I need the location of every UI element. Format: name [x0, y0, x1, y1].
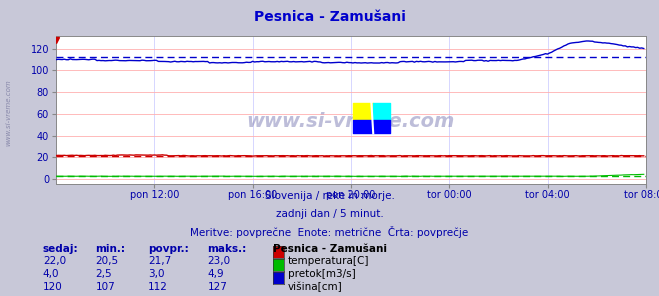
Text: 21,7: 21,7 [148, 256, 171, 266]
Text: 112: 112 [148, 282, 168, 292]
Text: 4,0: 4,0 [43, 269, 59, 279]
Text: sedaj:: sedaj: [43, 244, 78, 254]
Text: Pesnica - Zamušani: Pesnica - Zamušani [254, 10, 405, 24]
Text: 22,0: 22,0 [43, 256, 66, 266]
Text: 4,9: 4,9 [208, 269, 224, 279]
Text: temperatura[C]: temperatura[C] [288, 256, 370, 266]
Text: www.si-vreme.com: www.si-vreme.com [246, 112, 455, 131]
Text: povpr.:: povpr.: [148, 244, 189, 254]
Text: www.si-vreme.com: www.si-vreme.com [5, 79, 11, 146]
Text: zadnji dan / 5 minut.: zadnji dan / 5 minut. [275, 209, 384, 219]
Text: 107: 107 [96, 282, 115, 292]
Text: 20,5: 20,5 [96, 256, 119, 266]
Text: višina[cm]: višina[cm] [288, 282, 343, 292]
Text: pretok[m3/s]: pretok[m3/s] [288, 269, 356, 279]
Text: 23,0: 23,0 [208, 256, 231, 266]
Text: min.:: min.: [96, 244, 126, 254]
Text: 127: 127 [208, 282, 227, 292]
Text: 2,5: 2,5 [96, 269, 112, 279]
Text: 3,0: 3,0 [148, 269, 165, 279]
Text: maks.:: maks.: [208, 244, 247, 254]
Text: 120: 120 [43, 282, 63, 292]
Text: Pesnica - Zamušani: Pesnica - Zamušani [273, 244, 387, 254]
Text: Slovenija / reke in morje.: Slovenija / reke in morje. [264, 191, 395, 201]
Text: Meritve: povprečne  Enote: metrične  Črta: povprečje: Meritve: povprečne Enote: metrične Črta:… [190, 226, 469, 239]
